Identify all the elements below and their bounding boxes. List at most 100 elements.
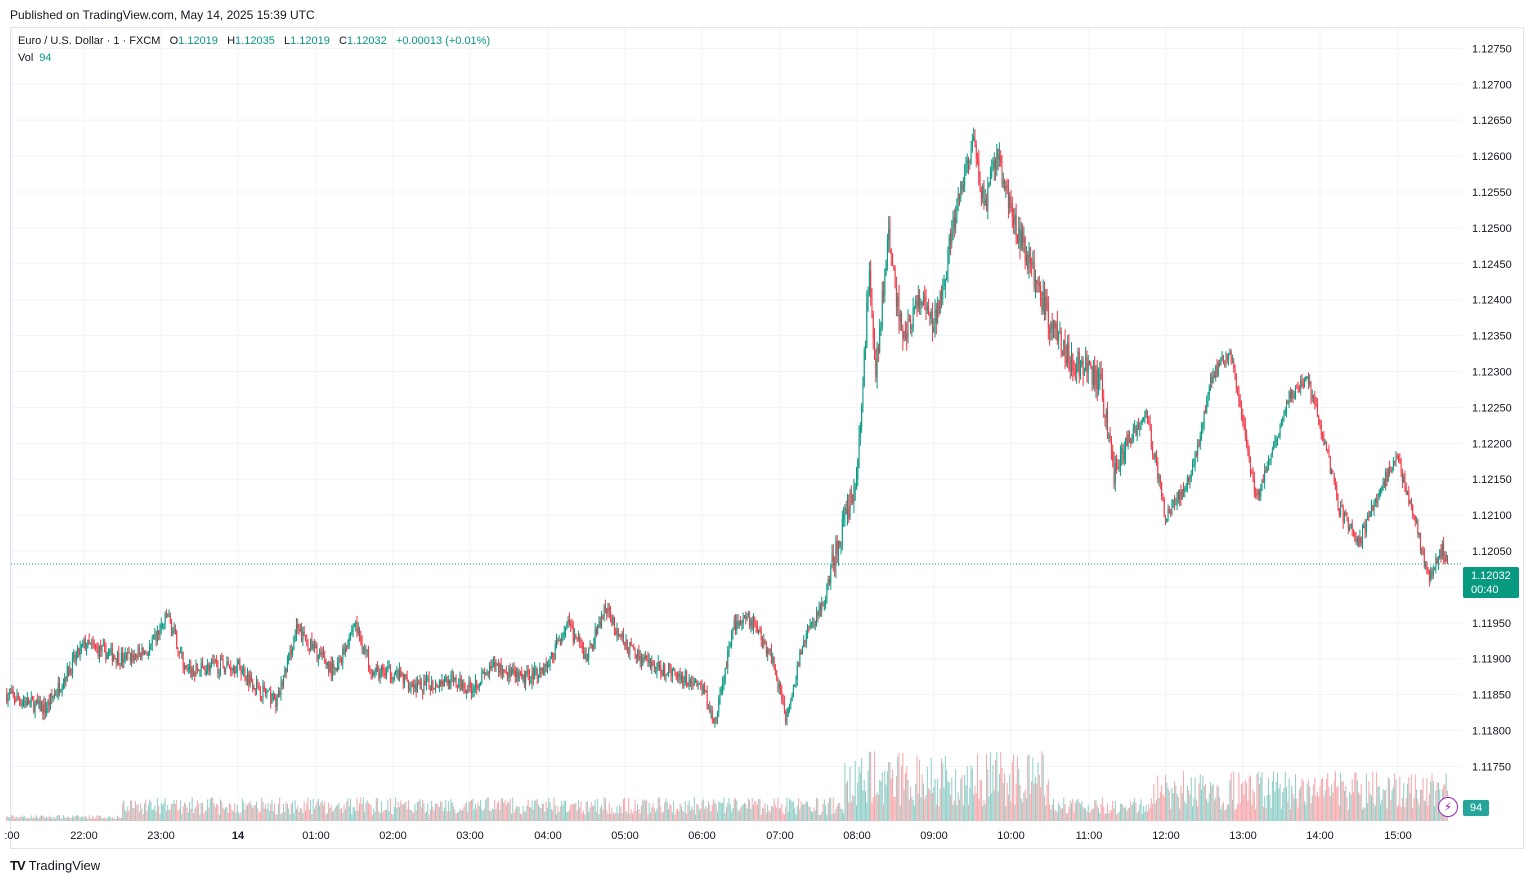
- chart-frame[interactable]: [10, 27, 1524, 849]
- volume-bar: [1316, 791, 1318, 821]
- volume-bar: [329, 807, 331, 821]
- candle-body: [1235, 374, 1237, 388]
- volume-bar: [622, 799, 624, 821]
- volume-bar: [890, 778, 892, 821]
- volume-bar: [648, 802, 650, 821]
- volume-bar: [10, 817, 12, 821]
- volume-bar: [828, 798, 830, 821]
- candle-body: [731, 632, 733, 646]
- candle-body: [996, 148, 998, 170]
- volume-bar: [943, 787, 945, 821]
- candle-body: [87, 639, 89, 648]
- volume-bar: [562, 805, 564, 821]
- volume-bar: [643, 799, 645, 821]
- volume-bar: [1085, 808, 1087, 821]
- volume-bar: [1137, 811, 1139, 821]
- volume-bar: [777, 798, 779, 821]
- volume-bar: [984, 804, 986, 821]
- candle-body: [402, 674, 404, 683]
- candle-body: [643, 657, 645, 660]
- volume-tag: 94: [1463, 800, 1489, 816]
- candle-body: [313, 644, 315, 649]
- volume-bar: [1000, 751, 1002, 821]
- volume-bar: [1412, 807, 1414, 821]
- price-tick-label: 1.12200: [1472, 438, 1512, 450]
- candle-body: [886, 239, 888, 261]
- volume-bar: [158, 805, 160, 821]
- volume-bar: [254, 804, 256, 821]
- candle-body: [1363, 525, 1365, 529]
- candle-body: [1331, 469, 1333, 474]
- candle-body: [12, 690, 14, 695]
- volume-bar: [1325, 779, 1327, 821]
- volume-bar: [552, 810, 554, 821]
- volume-bar: [1204, 783, 1206, 821]
- candle-body: [1355, 537, 1357, 543]
- candle-body: [368, 650, 370, 666]
- volume-bar: [615, 812, 617, 821]
- candle-body: [888, 228, 890, 240]
- volume-bar: [1078, 802, 1080, 821]
- volume-bar: [704, 808, 706, 821]
- candle-body: [946, 271, 948, 280]
- candle-body: [1202, 424, 1204, 428]
- volume-bar: [25, 817, 27, 821]
- candle-body: [308, 649, 310, 651]
- volume-bar: [342, 812, 344, 821]
- volume-bar: [1346, 797, 1348, 821]
- volume-bar: [1145, 805, 1147, 821]
- volume-bar: [236, 804, 238, 821]
- volume-bar: [200, 802, 202, 821]
- volume-bar: [47, 818, 49, 821]
- candle-body: [424, 680, 426, 685]
- candle-body: [794, 685, 796, 687]
- candle-body: [509, 668, 511, 676]
- volume-bar: [472, 798, 474, 821]
- volume-bar: [353, 807, 355, 821]
- candle-body: [405, 674, 407, 678]
- volume-bar: [1055, 810, 1057, 821]
- candle-body: [763, 639, 765, 647]
- candle-body: [807, 626, 809, 635]
- volume-bar: [640, 805, 642, 821]
- candle-body: [95, 645, 97, 648]
- candle-body: [257, 681, 259, 683]
- volume-bar: [289, 814, 291, 821]
- volume-bar: [1020, 798, 1022, 821]
- candle-body: [1405, 486, 1407, 495]
- candle-body: [1067, 342, 1069, 364]
- volume-bar: [26, 818, 28, 821]
- volume-bar: [292, 801, 294, 821]
- candle-body: [374, 671, 376, 673]
- volume-bar: [764, 803, 766, 821]
- volume-bar: [1352, 792, 1354, 821]
- candle-body: [321, 652, 323, 655]
- volume-bar: [1360, 784, 1362, 821]
- candle-body: [518, 672, 520, 682]
- volume-bar: [478, 805, 480, 821]
- candle-body: [581, 646, 583, 649]
- volume-bar: [271, 799, 273, 821]
- volume-bar: [637, 803, 639, 821]
- candle-body: [1269, 458, 1271, 460]
- candle-body: [7, 694, 9, 702]
- candle-body: [830, 568, 832, 584]
- volume-bar: [1071, 803, 1073, 821]
- candle-body: [989, 175, 991, 184]
- volume-bar: [451, 802, 453, 821]
- candle-body: [531, 671, 533, 683]
- candle-body: [361, 641, 363, 650]
- candle-body: [1033, 261, 1035, 287]
- volume-bar: [136, 805, 138, 821]
- candle-body: [445, 677, 447, 682]
- candle-body: [982, 185, 984, 199]
- volume-bar: [951, 778, 953, 821]
- candle-body: [326, 662, 328, 666]
- candle-body: [283, 676, 285, 687]
- candle-body: [890, 249, 892, 254]
- volume-bar: [684, 801, 686, 821]
- candle-body: [210, 661, 212, 666]
- lightning-icon[interactable]: ⚡: [1438, 797, 1458, 817]
- volume-bar: [389, 798, 391, 821]
